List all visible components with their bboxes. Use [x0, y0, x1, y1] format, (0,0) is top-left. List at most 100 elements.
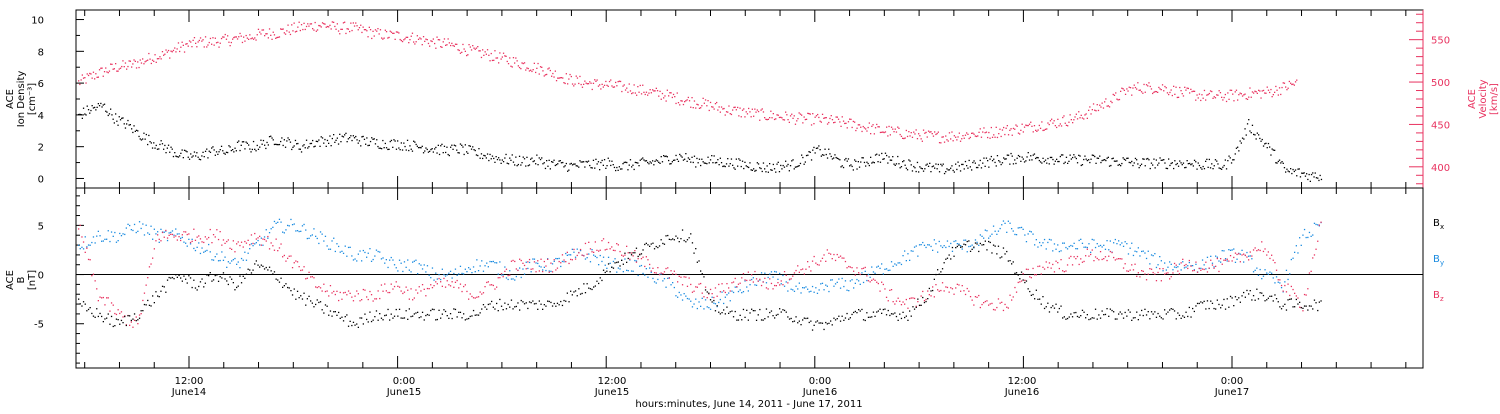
velocity-series-point — [1081, 117, 1084, 119]
velocity-series-point — [548, 67, 550, 69]
bz-series-point — [734, 277, 736, 280]
bz-series-point — [259, 235, 261, 237]
density-series-point — [1243, 138, 1245, 140]
bx-series-point — [96, 308, 98, 310]
bz-series-point — [209, 228, 211, 231]
density-series-point — [1301, 172, 1303, 174]
density-series-point — [637, 162, 639, 164]
velocity-series-point — [1019, 133, 1021, 135]
density-series-point — [950, 167, 952, 169]
bz-series-point — [528, 258, 531, 261]
velocity-series-point — [1287, 87, 1289, 89]
bz-series-point — [193, 228, 195, 230]
density-series-point — [457, 152, 459, 154]
by-series-point — [1108, 249, 1110, 251]
bz-series-point — [1040, 273, 1042, 275]
by-series-point — [683, 293, 685, 295]
bx-series-point — [1060, 305, 1062, 307]
bz-series-point — [1315, 248, 1317, 250]
density-series-point — [792, 159, 794, 161]
bz-series-point — [461, 290, 463, 293]
density-series-point — [660, 156, 662, 158]
velocity-series-point — [953, 135, 955, 137]
by-series-point — [315, 235, 317, 237]
bx-series-point — [176, 276, 178, 278]
density-series-point — [1070, 158, 1072, 160]
velocity-series-point — [1039, 127, 1042, 129]
density-series-point — [495, 156, 497, 158]
density-series-point — [1140, 163, 1143, 165]
density-series-point — [786, 165, 788, 167]
bz-series-point — [897, 297, 899, 299]
bz-series-point — [1132, 269, 1135, 271]
density-series-point — [1214, 159, 1217, 161]
by-series-point — [496, 262, 498, 264]
by-series-point — [224, 256, 226, 258]
velocity-series-point — [164, 53, 166, 55]
density-series-point — [89, 112, 91, 114]
density-series-point — [510, 159, 512, 161]
by-series-point — [341, 250, 343, 252]
density-series-point — [400, 142, 402, 144]
velocity-series-point — [714, 103, 717, 105]
bx-series-point — [1108, 315, 1110, 317]
velocity-series-point — [617, 81, 619, 83]
bz-series-point — [579, 248, 582, 251]
bz-series-point — [938, 290, 940, 292]
bx-series-point — [535, 302, 537, 305]
bz-series-point — [1211, 264, 1214, 266]
density-series-point — [349, 137, 351, 139]
bx-series-point — [1297, 303, 1299, 305]
density-series-point — [416, 145, 418, 147]
b-axis-title-line: [nT] — [27, 270, 38, 290]
velocity-series-point — [470, 49, 473, 51]
bz-series-point — [278, 247, 281, 249]
density-series-point — [1296, 175, 1298, 177]
bz-series-point — [841, 257, 843, 259]
density-series-point — [361, 136, 363, 138]
velocity-series-point — [1165, 87, 1167, 89]
density-series-point — [581, 161, 584, 163]
density-series-point — [560, 162, 563, 164]
bz-series-point — [1264, 248, 1266, 250]
velocity-series-point — [874, 127, 877, 129]
velocity-series-point — [1267, 89, 1270, 91]
by-series-point — [586, 257, 588, 259]
bz-series-point — [533, 261, 536, 263]
velocity-series-point — [1209, 90, 1212, 92]
day-tick-label: June14 — [171, 387, 207, 398]
bz-series-point — [754, 270, 756, 273]
velocity-series-point — [265, 33, 267, 35]
density-series-point — [517, 163, 519, 166]
density-series-point — [772, 163, 774, 166]
bz-series-point — [912, 297, 914, 299]
density-series-point — [982, 162, 984, 164]
by-series-point — [1136, 251, 1138, 253]
day-tick-label: June15 — [594, 387, 630, 398]
by-series-point — [481, 260, 483, 262]
bx-series-point — [609, 271, 611, 273]
by-series-point — [1215, 255, 1217, 257]
bz-series-point — [787, 282, 789, 284]
velocity-series-point — [447, 38, 449, 40]
density-series-point — [672, 159, 675, 161]
bx-series-point — [793, 320, 796, 322]
velocity-series-point — [116, 70, 118, 72]
density-series-point — [324, 138, 326, 141]
by-series-point — [1139, 255, 1141, 257]
velocity-series-point — [383, 37, 385, 39]
velocity-series-point — [575, 75, 577, 77]
velocity-series-point — [725, 111, 728, 113]
velocity-series-point — [543, 75, 545, 77]
by-series-point — [1192, 265, 1194, 267]
velocity-series-point — [224, 33, 226, 36]
bx-series-point — [900, 317, 903, 320]
bx-series-point — [362, 323, 364, 325]
bz-series-point — [137, 323, 139, 325]
density-series-point — [766, 165, 768, 167]
bz-series-point — [185, 231, 187, 233]
density-series-point — [856, 168, 858, 170]
by-series-point — [780, 283, 782, 285]
by-series-point — [1065, 246, 1067, 249]
density-series-point — [537, 164, 539, 166]
